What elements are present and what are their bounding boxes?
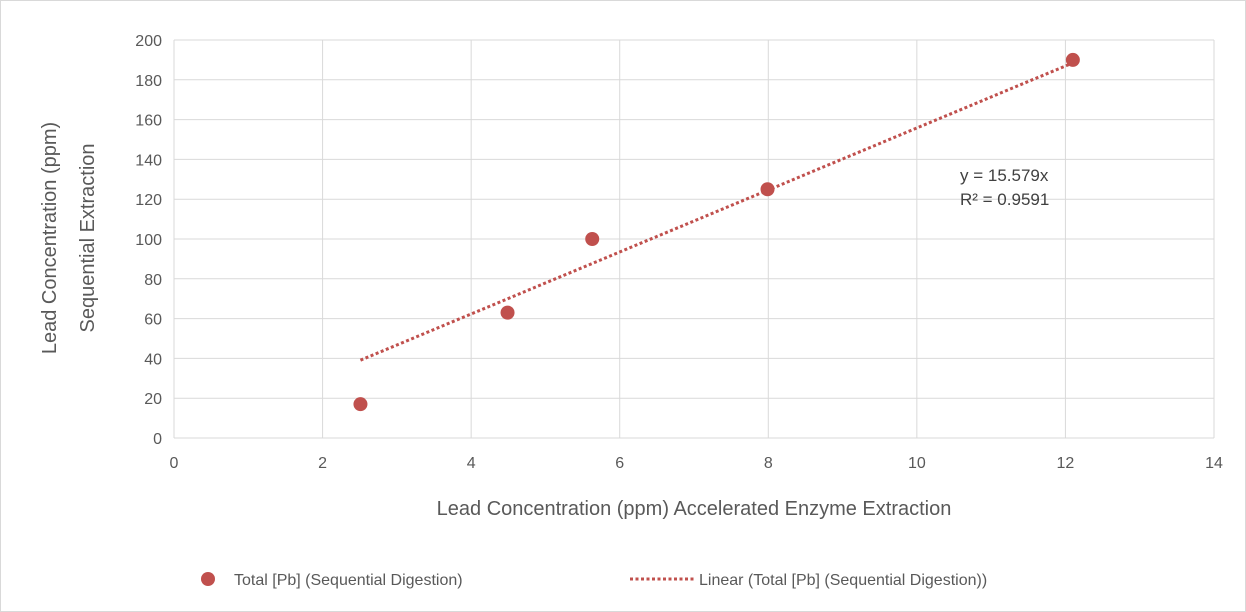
trendline-layer [359,61,1074,362]
x-tick-label-2: 2 [318,455,327,472]
y-tick-label-80: 80 [144,272,162,289]
x-tick-label-14: 14 [1205,455,1223,472]
x-tick-label-6: 6 [615,455,624,472]
trendline [359,61,1074,362]
y-tick-label-120: 120 [135,192,162,209]
data-point-0-4 [1065,52,1080,67]
x-tick-label-8: 8 [764,455,773,472]
x-tick-label-4: 4 [467,455,476,472]
legend-marker-scatter [201,572,215,586]
y-axis-title-line-2: Sequential Extraction [77,143,99,332]
y-tick-label-20: 20 [144,391,162,408]
y-tick-label-160: 160 [135,113,162,130]
x-tick-label-12: 12 [1057,455,1075,472]
legend: Total [Pb] (Sequential Digestion) Linear… [201,572,987,589]
x-axis-title: Lead Concentration (ppm) Accelerated Enz… [437,498,952,520]
data-point-0-1 [500,305,515,320]
y-tick-label-140: 140 [135,152,162,169]
legend-label-trendline: Linear (Total [Pb] (Sequential Digestion… [699,572,987,589]
x-tick-label-10: 10 [908,455,926,472]
trendline-r-squared: R² = 0.9591 [960,190,1049,209]
x-tick-label-0: 0 [170,455,179,472]
y-tick-label-180: 180 [135,73,162,90]
legend-label-scatter: Total [Pb] (Sequential Digestion) [234,572,463,589]
tick-labels: 0 20 40 60 80 100 120 140 160 180 200 0 2 4 6 8 10 12 14 [135,33,1223,472]
data-point-0-0 [353,397,368,412]
y-tick-label-200: 200 [135,33,162,50]
trendline-equation: y = 15.579x [960,166,1049,185]
y-axis-title-line-1: Lead Concentration (ppm) [39,122,61,354]
y-tick-label-100: 100 [135,232,162,249]
data-point-0-3 [760,182,775,197]
y-tick-label-60: 60 [144,312,162,329]
y-tick-label-0: 0 [153,431,162,448]
data-point-0-2 [585,232,600,246]
y-tick-label-40: 40 [144,351,162,368]
gridlines [173,39,1215,439]
data-points [353,52,1080,412]
